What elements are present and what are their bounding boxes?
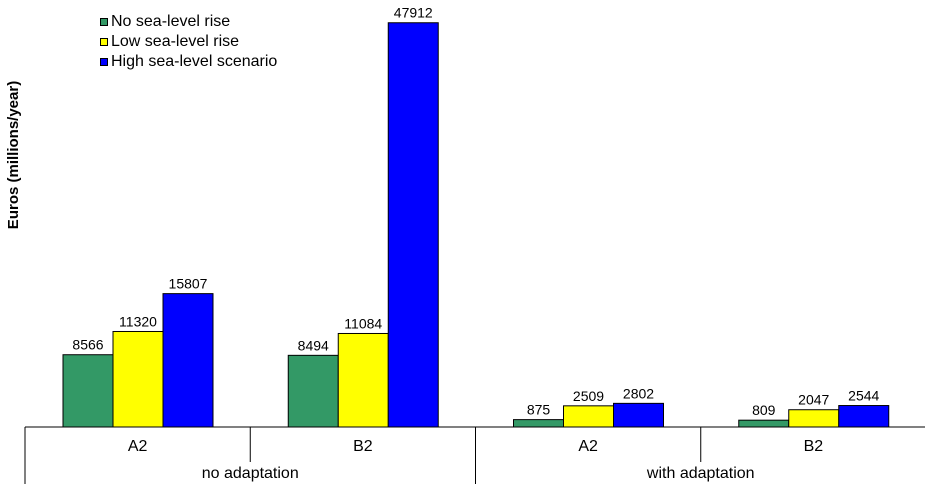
legend-label-high-sea-level-scenario: High sea-level scenario: [111, 53, 278, 70]
data-label-no-adaptation-a2-low-sea-level-rise: 11320: [119, 313, 157, 329]
bar-no-adaptation-a2-high-sea-level-scenario: [162, 293, 214, 428]
bar-no-adaptation-a2-low-sea-level-rise: [112, 330, 164, 428]
bar-with-adaptation-b2-high-sea-level-scenario: [838, 405, 890, 428]
bar-with-adaptation-a2-low-sea-level-rise: [563, 405, 614, 428]
legend-item-low-sea-level-rise: Low sea-level rise: [100, 32, 277, 52]
group-label-with-adaptation: with adaptation: [646, 465, 755, 482]
data-label-with-adaptation-a2-no-sea-level-rise: 875: [527, 402, 551, 418]
legend-item-high-sea-level-scenario: High sea-level scenario: [100, 52, 277, 72]
y-axis-label: Euros (millions/year): [5, 81, 22, 229]
legend-label-no-sea-level-rise: No sea-level rise: [111, 13, 231, 30]
bar-with-adaptation-a2-no-sea-level-rise: [513, 419, 564, 428]
legend-swatch-low-sea-level-rise: [100, 38, 108, 46]
bar-with-adaptation-b2-no-sea-level-rise: [738, 419, 790, 428]
category-label-no-adaptation-a2: A2: [128, 438, 148, 455]
bar-no-adaptation-b2-no-sea-level-rise: [287, 354, 339, 428]
data-label-no-adaptation-b2-high-sea-level-scenario: 47912: [394, 5, 433, 21]
data-label-with-adaptation-b2-no-sea-level-rise: 809: [752, 402, 776, 418]
data-label-no-adaptation-a2-high-sea-level-scenario: 15807: [169, 276, 208, 292]
legend: No sea-level rise Low sea-level rise Hig…: [100, 12, 277, 72]
bar-with-adaptation-b2-low-sea-level-rise: [788, 409, 840, 428]
bar-with-adaptation-a2-high-sea-level-scenario: [613, 402, 664, 428]
bar-no-adaptation-a2-no-sea-level-rise: [62, 354, 114, 428]
data-label-with-adaptation-a2-low-sea-level-rise: 2509: [573, 388, 604, 404]
legend-label-low-sea-level-rise: Low sea-level rise: [111, 33, 240, 50]
data-label-with-adaptation-b2-high-sea-level-scenario: 2544: [848, 388, 879, 404]
bar-no-adaptation-b2-high-sea-level-scenario: [387, 22, 439, 428]
category-label-with-adaptation-a2: A2: [578, 438, 598, 455]
data-label-with-adaptation-a2-high-sea-level-scenario: 2802: [623, 385, 654, 401]
category-label-no-adaptation-b2: B2: [353, 438, 373, 455]
legend-swatch-no-sea-level-rise: [100, 18, 108, 26]
group-label-no-adaptation: no adaptation: [202, 465, 299, 482]
data-label-no-adaptation-b2-no-sea-level-rise: 8494: [298, 337, 329, 353]
category-label-with-adaptation-b2: B2: [804, 438, 824, 455]
data-label-no-adaptation-a2-no-sea-level-rise: 8566: [72, 337, 103, 353]
legend-item-no-sea-level-rise: No sea-level rise: [100, 12, 277, 32]
bar-no-adaptation-b2-low-sea-level-rise: [337, 332, 389, 428]
data-label-no-adaptation-b2-low-sea-level-rise: 11084: [344, 315, 382, 331]
legend-swatch-high-sea-level-scenario: [100, 58, 108, 66]
data-label-with-adaptation-b2-low-sea-level-rise: 2047: [798, 392, 829, 408]
